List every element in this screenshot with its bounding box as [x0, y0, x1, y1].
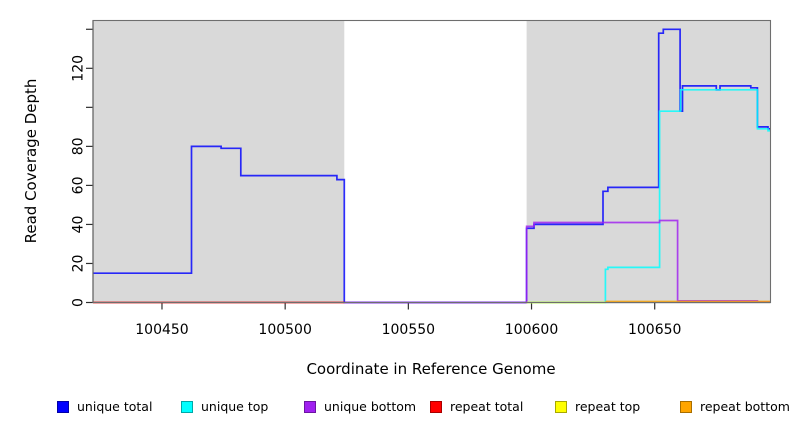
legend-swatch-repeat-bottom: [680, 401, 692, 413]
legend-label: unique total: [77, 399, 153, 414]
legend-item-unique-total: unique total: [57, 399, 152, 415]
series-unique-total: [93, 28, 771, 304]
y-tick-label: 80: [71, 137, 87, 155]
left-gray-region: [93, 20, 345, 303]
legend-label: unique top: [201, 399, 269, 414]
legend-swatch-unique-bottom: [304, 401, 316, 413]
shaded-regions: [93, 20, 771, 303]
legend-label: unique bottom: [324, 399, 417, 414]
legend-label: repeat total: [450, 399, 524, 414]
series-lines: [93, 28, 771, 304]
y-tick-label: 20: [71, 255, 87, 273]
y-tick-label: 0: [71, 298, 87, 307]
x-tick-label: 100450: [135, 322, 188, 338]
legend-item-repeat-top: repeat top: [555, 399, 640, 415]
legend-item-unique-top: unique top: [181, 399, 268, 415]
legend-label: repeat bottom: [700, 399, 790, 414]
legend-label: repeat top: [575, 399, 641, 414]
coverage-chart: 100450 100500 100550 100600 100650 0 20 40 60 80 1…: [22, 19, 772, 378]
legend-swatch-repeat-total: [430, 401, 442, 413]
legend-swatch-unique-total: [57, 401, 69, 413]
legend-swatch-unique-top: [181, 401, 193, 413]
x-axis-title: Coordinate in Reference Genome: [306, 360, 555, 378]
legend-swatch-repeat-top: [555, 401, 567, 413]
legend-item-unique-bottom: unique bottom: [304, 399, 416, 415]
y-tick-label: 120: [71, 55, 87, 82]
x-tick-label: 100600: [505, 322, 558, 338]
plot-box-rect: [92, 19, 772, 304]
x-tick-label: 100550: [382, 322, 435, 338]
y-tick-label: 40: [71, 216, 87, 234]
legend-item-repeat-bottom: repeat bottom: [680, 399, 790, 415]
series-unique-top: [526, 88, 771, 304]
axes: 100450 100500 100550 100600 100650 0 20 40 60 80 1…: [71, 20, 771, 338]
legend-item-repeat-total: repeat total: [430, 399, 523, 415]
right-gray-region: [526, 20, 771, 303]
plot-box: [92, 19, 772, 304]
y-axis-title: Read Coverage Depth: [22, 79, 40, 244]
x-tick-label: 100650: [628, 322, 681, 338]
y-tick-label: 60: [71, 176, 87, 194]
x-tick-label: 100500: [258, 322, 311, 338]
